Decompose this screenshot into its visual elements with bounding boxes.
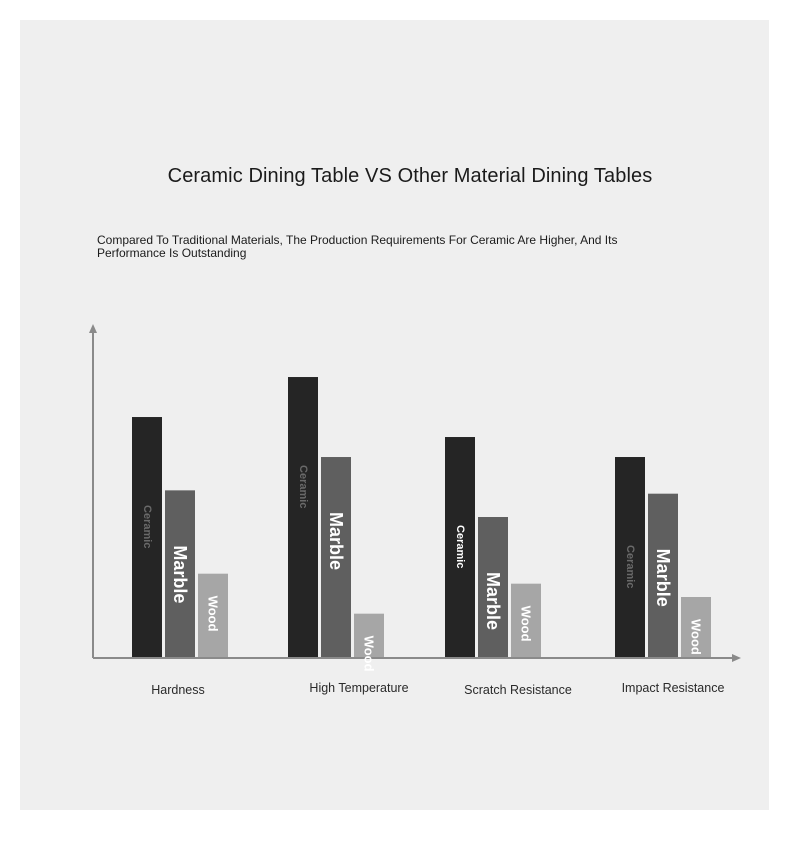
bar-ceramic-2	[445, 437, 475, 657]
chart-panel	[20, 20, 769, 810]
y-axis	[89, 324, 97, 658]
x-tick-label-3: Impact Resistance	[622, 681, 725, 695]
bar-marble-1	[321, 457, 351, 657]
bar-label-marble-3: Marble	[653, 549, 673, 607]
bar-ceramic-0	[132, 417, 162, 657]
bar-ceramic-1	[288, 377, 318, 657]
bar-label-wood-1: Wood	[362, 636, 377, 672]
bar-wood-2	[511, 583, 541, 657]
bar-label-marble-2: Marble	[483, 572, 503, 630]
bar-wood-1	[354, 613, 384, 657]
bar-ceramic-3	[615, 457, 645, 657]
x-tick-label-2: Scratch Resistance	[464, 683, 572, 697]
bar-marble-0	[165, 490, 195, 657]
bar-marble-2	[478, 517, 508, 657]
bar-label-ceramic-0: Ceramic	[141, 505, 153, 548]
bar-label-wood-0: Wood	[206, 596, 221, 632]
bar-label-ceramic-3: Ceramic	[624, 545, 636, 588]
bar-wood-0	[198, 573, 228, 657]
chart-title: Ceramic Dining Table VS Other Material D…	[167, 165, 653, 187]
bar-label-marble-1: Marble	[326, 512, 346, 570]
x-tick-label-1: High Temperature	[309, 681, 408, 695]
bars-group: Ceramic Marble Wood Ceramic Marble Wood Cerami…	[132, 377, 711, 672]
chart-subtitle: Compared To Traditional Materials, The P…	[97, 233, 618, 260]
bar-label-ceramic-2: Ceramic	[454, 525, 466, 568]
bar-wood-3	[681, 597, 711, 657]
x-axis	[93, 654, 741, 662]
x-tick-label-0: Hardness	[151, 683, 205, 697]
bar-label-ceramic-1: Ceramic	[297, 465, 309, 508]
x-tick-labels: Hardness High Temperature Scratch Resistan…	[151, 681, 724, 697]
bar-label-wood-3: Wood	[689, 619, 704, 655]
bar-label-marble-0: Marble	[170, 545, 190, 603]
bar-label-wood-2: Wood	[519, 606, 534, 642]
bar-marble-3	[648, 493, 678, 657]
